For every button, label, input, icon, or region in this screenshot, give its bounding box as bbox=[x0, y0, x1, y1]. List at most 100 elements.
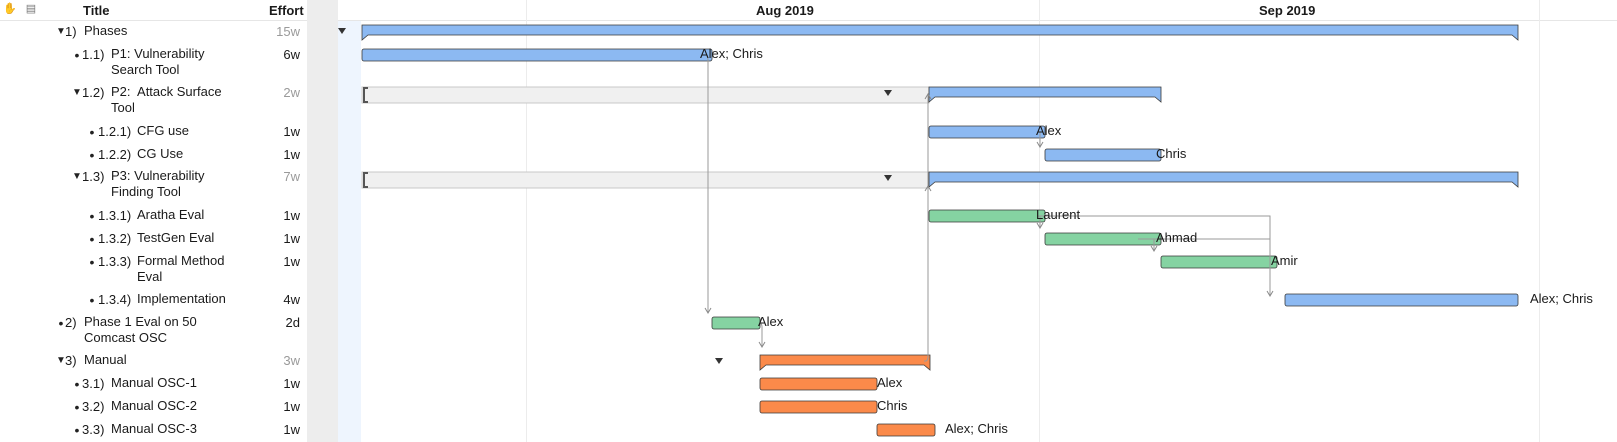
outline-pane: ✋ ▤ Title Effort ▼ 1) Phases 15w • 1.1) P1: Vu… bbox=[0, 0, 307, 442]
month-label-sep: Sep 2019 bbox=[1259, 3, 1316, 18]
task-bar bbox=[1284, 293, 1519, 307]
dependency-arrow-icon bbox=[1036, 141, 1044, 148]
effort-column-header[interactable]: Effort bbox=[269, 3, 304, 18]
row-effort[interactable]: 1w bbox=[283, 147, 300, 162]
row-effort[interactable]: 2w bbox=[283, 85, 300, 100]
outline-row[interactable]: ▼ 1.3) P3: Vulnerability Finding Tool 7w bbox=[0, 168, 307, 204]
outline-row[interactable]: • 1.1) P1: Vulnerability Search Tool 6w bbox=[0, 46, 307, 82]
resource-label: Alex; Chris bbox=[1530, 291, 1593, 306]
row-number: 1.3.4) bbox=[98, 292, 132, 307]
row-effort[interactable]: 6w bbox=[283, 47, 300, 62]
dependency-arrow-icon bbox=[924, 93, 932, 100]
row-effort[interactable]: 15w bbox=[276, 24, 300, 39]
bullet-icon: • bbox=[89, 124, 95, 140]
dependency-arrow-icon bbox=[704, 307, 712, 314]
row-number: 1.2) bbox=[82, 85, 105, 100]
row-title[interactable]: Manual bbox=[84, 352, 127, 367]
row-number: 1) bbox=[65, 24, 77, 39]
task-bar bbox=[711, 316, 761, 330]
task-bar bbox=[876, 423, 936, 437]
outline-row[interactable]: ▼ 1) Phases 15w bbox=[0, 23, 307, 43]
gantt-chart: Aug 2019 Sep 2019 Alex; Chris Alex Chris La… bbox=[338, 0, 1617, 442]
outline-row[interactable]: • 2) Phase 1 Eval on 50 Comcast OSC 2d bbox=[0, 314, 307, 350]
outline-row[interactable]: • 1.2.2) CG Use 1w bbox=[0, 146, 307, 166]
outline-row[interactable]: • 1.2.1) CFG use 1w bbox=[0, 123, 307, 143]
row-effort[interactable]: 1w bbox=[283, 124, 300, 139]
row-number: 1.3.3) bbox=[98, 254, 132, 269]
row-title[interactable]: Manual OSC-2 bbox=[111, 398, 197, 413]
dependency-line bbox=[759, 322, 763, 347]
row-effort[interactable]: 7w bbox=[283, 169, 300, 184]
row-title[interactable]: Phases bbox=[84, 23, 128, 38]
row-effort[interactable]: 1w bbox=[283, 376, 300, 391]
disclosure-triangle-icon[interactable]: ▼ bbox=[56, 355, 66, 366]
title-column-header[interactable]: Title bbox=[83, 3, 110, 18]
row-effort[interactable]: 1w bbox=[283, 231, 300, 246]
row-effort[interactable]: 1w bbox=[283, 399, 300, 414]
row-number: 2) bbox=[65, 315, 77, 330]
row-title[interactable]: TestGen Eval bbox=[137, 230, 215, 245]
bullet-icon: • bbox=[58, 315, 64, 331]
row-title[interactable]: CFG use bbox=[137, 123, 190, 138]
note-icon[interactable]: ▤ bbox=[25, 3, 37, 15]
resource-label: Alex bbox=[1036, 123, 1062, 138]
outline-row[interactable]: ▼ 1.2) P2: Attack Surface Tool 2w bbox=[0, 84, 307, 120]
disclosure-triangle-icon[interactable]: ▼ bbox=[72, 171, 82, 182]
row-title[interactable]: CG Use bbox=[137, 146, 184, 161]
month-label-aug: Aug 2019 bbox=[756, 3, 814, 18]
resource-label: Alex; Chris bbox=[700, 46, 763, 61]
row-number: 1.2.2) bbox=[98, 147, 132, 162]
row-number: 3.3) bbox=[82, 422, 105, 437]
disclosure-triangle-icon[interactable]: ▼ bbox=[72, 87, 82, 98]
outline-row[interactable]: • 1.3.2) TestGen Eval 1w bbox=[0, 230, 307, 250]
row-effort[interactable]: 2d bbox=[285, 315, 300, 330]
range-bracket-icon bbox=[363, 172, 368, 188]
outline-row[interactable]: • 3.2) Manual OSC-2 1w bbox=[0, 398, 307, 418]
outline-row[interactable]: • 1.3.1) Aratha Eval 1w bbox=[0, 207, 307, 227]
row-number: 1.3) bbox=[82, 169, 105, 184]
dependency-arrow-icon bbox=[924, 185, 932, 192]
row-effort[interactable]: 4w bbox=[283, 292, 300, 307]
task-bar bbox=[361, 48, 713, 62]
row-title[interactable]: P2: Attack Surface Tool bbox=[111, 84, 222, 115]
dependency-arrow-icon bbox=[1036, 222, 1044, 229]
resource-label: Amir bbox=[1271, 253, 1298, 268]
outline-row[interactable]: ▼ 3) Manual 3w bbox=[0, 352, 307, 372]
row-title[interactable]: Implementation bbox=[137, 291, 226, 306]
summary-bar bbox=[759, 354, 931, 371]
row-number: 1.1) bbox=[82, 47, 105, 62]
row-title[interactable]: Manual OSC-3 bbox=[111, 421, 197, 436]
row-effort[interactable]: 1w bbox=[283, 422, 300, 437]
row-number: 1.3.1) bbox=[98, 208, 132, 223]
row-title[interactable]: Formal Method Eval bbox=[137, 253, 225, 284]
row-title[interactable]: P1: Vulnerability Search Tool bbox=[111, 46, 205, 77]
bullet-icon: • bbox=[74, 376, 80, 392]
outline-header: ✋ ▤ Title Effort bbox=[0, 0, 307, 21]
summary-bar bbox=[928, 171, 1519, 188]
disclosure-triangle-icon[interactable]: ▼ bbox=[56, 26, 66, 37]
resource-label: Alex bbox=[758, 314, 784, 329]
row-title[interactable]: Phase 1 Eval on 50 Comcast OSC bbox=[84, 314, 197, 345]
outline-row[interactable]: • 1.3.4) Implementation 4w bbox=[0, 291, 307, 311]
row-title[interactable]: Aratha Eval bbox=[137, 207, 205, 222]
row-title[interactable]: Manual OSC-1 bbox=[111, 375, 197, 390]
row-effort[interactable]: 1w bbox=[283, 208, 300, 223]
bullet-icon: • bbox=[74, 47, 80, 63]
outline-row[interactable]: • 3.1) Manual OSC-1 1w bbox=[0, 375, 307, 395]
summary-range-bar bbox=[361, 171, 930, 189]
dependency-arrow-icon bbox=[758, 341, 766, 348]
collapse-triangle-icon bbox=[884, 175, 892, 181]
row-effort[interactable]: 3w bbox=[283, 353, 300, 368]
resource-label: Chris bbox=[877, 398, 908, 413]
dependency-arrow-icon bbox=[1150, 245, 1158, 252]
outline-row[interactable]: • 1.3.3) Formal Method Eval 1w bbox=[0, 253, 307, 289]
hand-icon[interactable]: ✋ bbox=[3, 3, 17, 15]
resource-label: Ahmad bbox=[1156, 230, 1198, 245]
row-effort[interactable]: 1w bbox=[283, 254, 300, 269]
outline-row[interactable]: • 3.3) Manual OSC-3 1w bbox=[0, 421, 307, 441]
bullet-icon: • bbox=[89, 147, 95, 163]
row-title[interactable]: P3: Vulnerability Finding Tool bbox=[111, 168, 205, 199]
summary-bar bbox=[361, 24, 1519, 41]
dependency-line bbox=[706, 54, 709, 313]
row-number: 3) bbox=[65, 353, 77, 368]
